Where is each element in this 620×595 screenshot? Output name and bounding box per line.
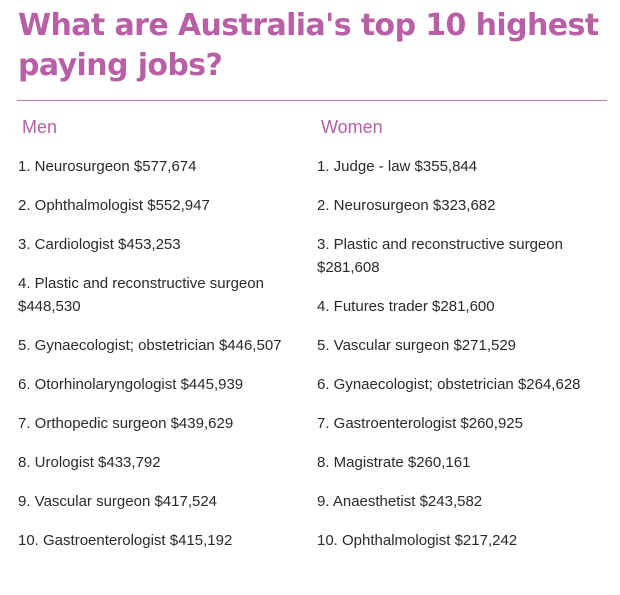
men-rank-1: 1. Neurosurgeon $577,674 [18, 158, 197, 175]
women-rank-2: 2. Neurosurgeon $323,682 [317, 197, 496, 214]
men-rank-10: 10. Gastroenterologist $415,192 [18, 532, 233, 549]
women-rank-10: 10. Ophthalmologist $217,242 [317, 532, 518, 549]
men-rank-8: 8. Urologist $433,792 [18, 454, 161, 471]
women-column: Women 1. Judge - law $355,844 2. Neurosu… [317, 115, 617, 568]
men-rank-2: 2. Ophthalmologist $552,947 [18, 197, 210, 214]
women-rank-7: 7. Gastroenterologist $260,925 [317, 415, 523, 432]
men-rank-4: 4. Plastic and reconstructive surgeon $4… [18, 275, 264, 315]
women-rank-9: 9. Anaesthetist $243,582 [317, 493, 483, 510]
men-rank-5: 5. Gynaecologist; obstetrician $446,507 [18, 337, 282, 354]
men-rank-9: 9. Vascular surgeon $417,524 [18, 493, 218, 510]
title-divider [17, 100, 607, 101]
men-column: Men 1. Neurosurgeon $577,674 2. Ophthalm… [18, 115, 318, 568]
women-rank-5: 5. Vascular surgeon $271,529 [317, 337, 517, 354]
women-rank-8: 8. Magistrate $260,161 [317, 454, 471, 471]
men-rank-3: 3. Cardiologist $453,253 [18, 236, 181, 253]
women-rank-1: 1. Judge - law $355,844 [317, 158, 478, 175]
men-heading: Men [22, 117, 58, 137]
women-heading: Women [321, 117, 383, 137]
men-rank-6: 6. Otorhinolaryngologist $445,939 [18, 376, 244, 393]
men-ranking-list: 1. Neurosurgeon $577,674 2. Ophthalmolog… [18, 155, 318, 552]
women-rank-3: 3. Plastic and reconstructive surgeon $2… [317, 236, 563, 276]
women-rank-4: 4. Futures trader $281,600 [317, 298, 495, 315]
women-ranking-list: 1. Judge - law $355,844 2. Neurosurgeon … [317, 155, 617, 552]
men-rank-7: 7. Orthopedic surgeon $439,629 [18, 415, 234, 432]
page-title: What are Australia's top 10 highest payi… [18, 8, 599, 83]
women-rank-6: 6. Gynaecologist; obstetrician $264,628 [317, 376, 581, 393]
